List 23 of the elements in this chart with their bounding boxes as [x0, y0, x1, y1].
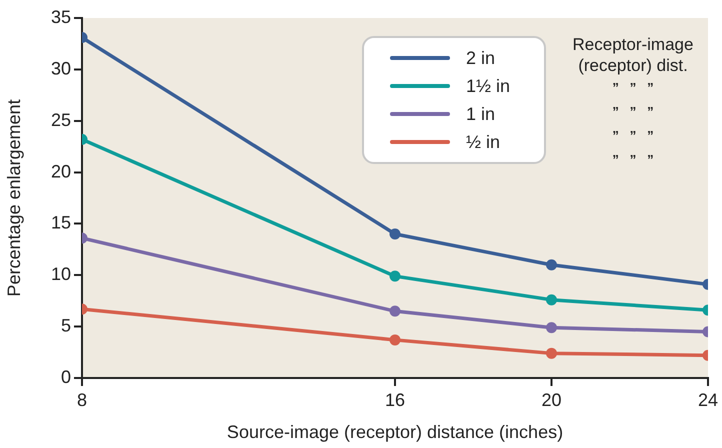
annotation: ” ” ”: [611, 127, 655, 145]
y-tick-label: 0: [60, 366, 71, 387]
legend-title: Receptor-image (receptor) dist.: [572, 34, 694, 76]
legend-label: 2 in: [466, 48, 496, 68]
y-tick-label: 5: [60, 316, 71, 336]
y-tick-label: 20: [50, 161, 71, 182]
x-axis-title: Source-image (receptor) distance (inches): [226, 422, 564, 442]
legend-label: ½ in: [466, 132, 500, 152]
annotation: ” ” ”: [611, 151, 655, 169]
annotation: ” ” ”: [611, 79, 655, 97]
y-tick-label: 25: [50, 110, 71, 130]
x-tick-label: 20: [541, 390, 562, 410]
y-tick-label: 35: [50, 6, 71, 27]
x-tick-label: 16: [384, 390, 406, 410]
y-tick-label: 30: [50, 58, 71, 78]
x-tick-label: 24: [698, 390, 718, 410]
y-tick-label: 15: [50, 212, 71, 233]
annotation: ” ” ”: [611, 103, 655, 121]
y-axis-title: Percentage enlargement: [4, 99, 24, 297]
legend-label: 1½ in: [466, 76, 510, 96]
x-tick-label: 8: [76, 390, 88, 410]
y-tick-label: 10: [50, 264, 71, 284]
legend-label: 1 in: [466, 104, 496, 124]
